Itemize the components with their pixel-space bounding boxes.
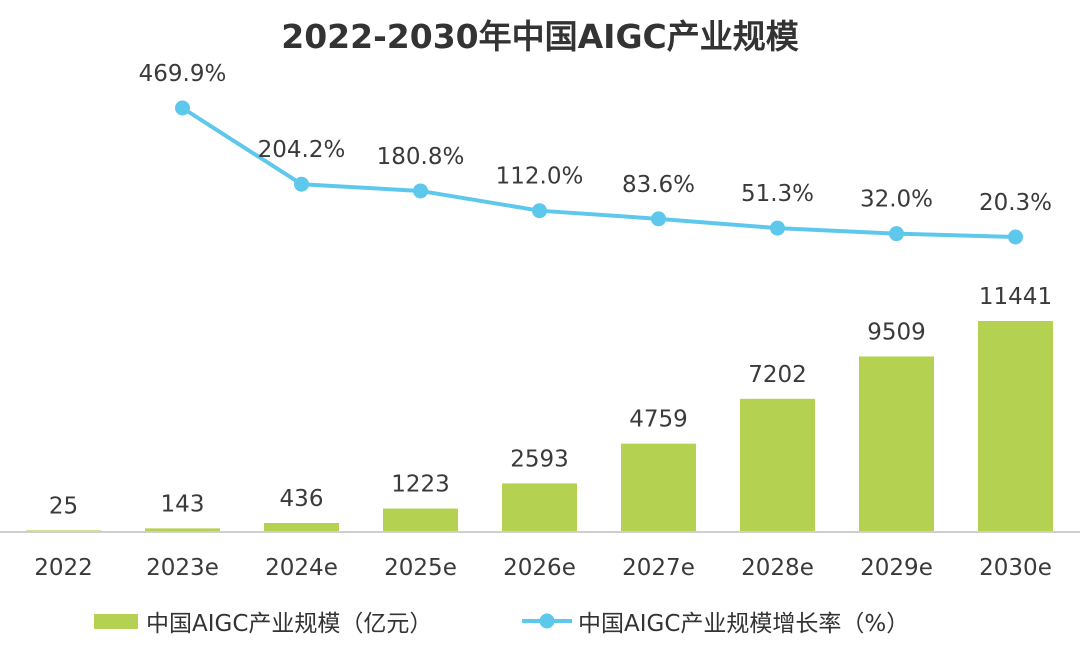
x-tick-label-2029e: 2029e (860, 555, 933, 581)
growth-point-2025e (413, 183, 428, 199)
bar-2027e (621, 443, 696, 531)
growth-label-2025e: 180.8% (377, 144, 465, 170)
bar-value-label-2022: 25 (49, 493, 78, 519)
bar-value-label-2028e: 7202 (748, 362, 807, 388)
x-tick-label-2025e: 2025e (384, 555, 457, 581)
x-tick-label-2028e: 2028e (741, 555, 814, 581)
legend-bar-label: 中国AIGC产业规模（亿元） (146, 611, 432, 637)
x-tick-label-2026e: 2026e (503, 555, 576, 581)
chart-title: 2022-2030年中国AIGC产业规模 (281, 17, 800, 56)
growth-label-2026e: 112.0% (496, 164, 584, 190)
bar-2022 (26, 530, 101, 531)
x-tick-label-2023e: 2023e (146, 555, 219, 581)
bar-labels-layer: 25 143 436 1223 2593 4759 7202 9509 11441 (49, 284, 1052, 519)
growth-label-2029e: 32.0% (860, 187, 933, 213)
bars-layer (26, 321, 1053, 531)
bar-2023e (145, 528, 220, 531)
bar-value-label-2026e: 2593 (510, 446, 569, 472)
growth-point-2028e (770, 220, 785, 236)
growth-label-2024e: 204.2% (258, 137, 346, 163)
growth-point-2026e (532, 203, 547, 219)
legend-line-marker (539, 613, 555, 629)
bar-value-label-2030e: 11441 (979, 284, 1052, 310)
growth-label-2023e: 469.9% (139, 61, 227, 87)
legend: 中国AIGC产业规模（亿元） 中国AIGC产业规模增长率（%） (94, 611, 909, 637)
growth-point-2027e (651, 211, 666, 227)
bar-2024e (264, 523, 339, 531)
x-tick-label-2030e: 2030e (979, 555, 1052, 581)
growth-line-layer (175, 100, 1023, 245)
growth-rate-line (181, 106, 1016, 239)
growth-point-2023e (175, 100, 190, 116)
bar-value-label-2029e: 9509 (867, 319, 926, 345)
bar-2028e (740, 398, 815, 531)
growth-point-2030e (1008, 229, 1023, 245)
x-tick-label-2027e: 2027e (622, 555, 695, 581)
bar-value-label-2025e: 1223 (391, 472, 450, 498)
x-tick-label-2024e: 2024e (265, 555, 338, 581)
legend-bar-swatch (94, 614, 138, 629)
growth-line-labels-layer: 469.9% 204.2% 180.8% 112.0% 83.6% 51.3% 32.0% 2… (139, 61, 1052, 216)
bar-2025e (383, 508, 458, 531)
bar-2029e (859, 356, 934, 531)
growth-label-2030e: 20.3% (979, 190, 1052, 216)
growth-point-2024e (294, 176, 309, 192)
bar-value-label-2024e: 436 (280, 486, 324, 512)
x-axis-tick-labels: 2022 2023e 2024e 2025e 2026e 2027e 2028e 2029e 2… (34, 555, 1052, 581)
bar-value-label-2027e: 4759 (629, 407, 688, 433)
growth-point-2029e (889, 226, 904, 242)
bar-2026e (502, 483, 577, 531)
growth-label-2028e: 51.3% (741, 181, 814, 207)
legend-line-label: 中国AIGC产业规模增长率（%） (578, 611, 909, 637)
growth-label-2027e: 83.6% (622, 172, 695, 198)
x-tick-label-2022: 2022 (34, 555, 93, 581)
bar-2030e (978, 321, 1053, 531)
bar-value-label-2023e: 143 (161, 491, 205, 517)
